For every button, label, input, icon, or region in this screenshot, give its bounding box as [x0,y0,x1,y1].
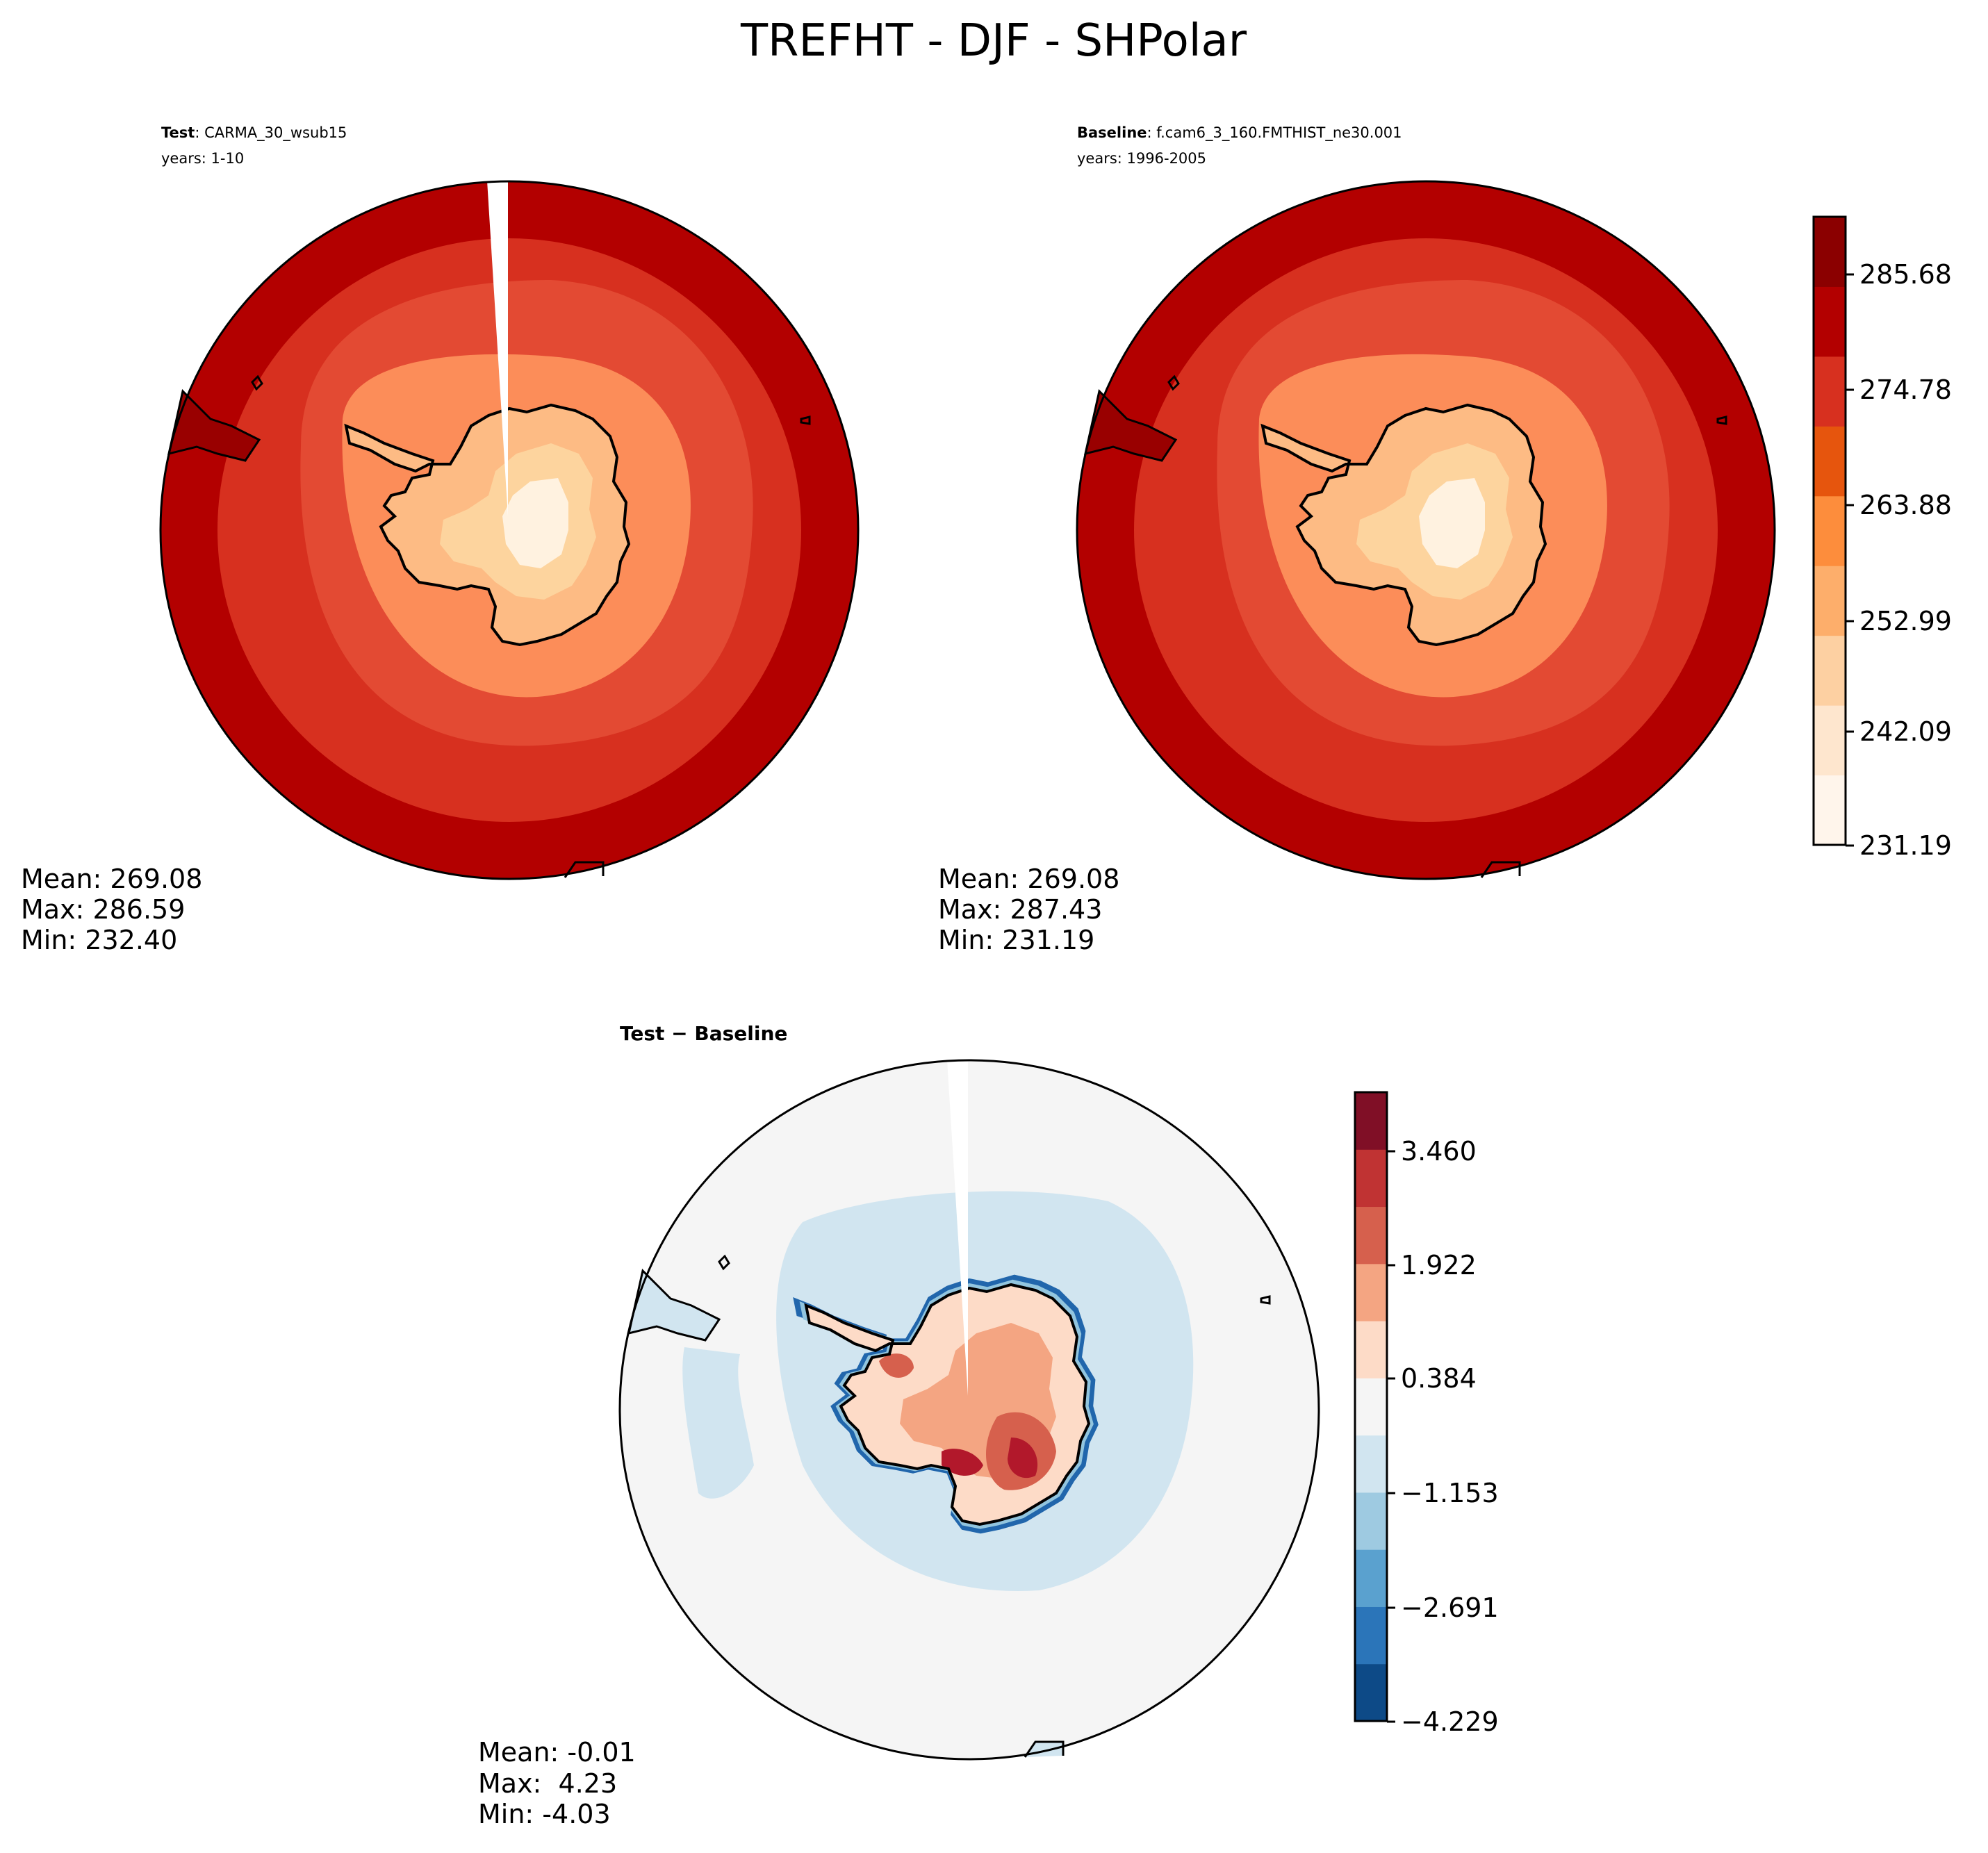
diff-colorbar-segment [1355,1606,1387,1665]
missing-data-wedge [487,181,508,516]
diff-red-patch-west [879,1353,914,1378]
difference-label: Test − Baseline [620,1022,787,1045]
south-america-tip [1084,389,1178,462]
main-colorbar-tick-label: 285.68 [1859,259,1952,290]
diff-mean: Mean: -0.01 [478,1737,636,1768]
diff-colorbar-tick-label: 1.922 [1401,1250,1477,1280]
baseline-min: Min: 231.19 [938,925,1094,955]
diff-blue-patch-west [682,1347,754,1499]
diff-colorbar-segment [1355,1321,1387,1378]
diff-max: Max: 4.23 [478,1768,617,1799]
south-america-tip [627,1269,721,1342]
test-label-rest: : CARMA_30_wsub15 [195,124,347,142]
diff-colorbar: 3.460 1.922 0.384 −1.153 −2.691 −4.229 [1354,1091,1499,1737]
main-colorbar-segment [1814,356,1846,427]
main-colorbar-segment [1814,775,1846,846]
map-boundary [159,180,860,880]
main-colorbar-segment [1814,635,1846,706]
baseline-panel: Baseline: f.cam6_3_160.FMTHIST_ne30.001 … [938,124,1776,955]
main-colorbar-segment [1814,705,1846,776]
map-boundary [1076,180,1776,880]
diff-colorbar-outline [1354,1091,1388,1722]
diff-colorbar-tick-label: −1.153 [1401,1478,1499,1508]
difference-map [618,1059,1320,1761]
south-america-tip [167,389,261,462]
main-colorbar-tick-label: 274.78 [1859,374,1952,405]
diff-colorbar-tick-label: −4.229 [1401,1706,1499,1737]
diff-colorbar-segment [1355,1092,1387,1150]
figure-title: TREFHT - DJF - SHPolar [740,15,1247,67]
test-map [159,180,860,880]
baseline-label-bold: Baseline [1077,124,1147,141]
test-mean: Mean: 269.08 [21,864,202,894]
difference-panel: Test − Baseline Mean: -0.01 Max: 4.23 Mi… [478,1022,1320,1829]
main-colorbar-segment [1814,286,1846,357]
diff-colorbar-segment [1355,1263,1387,1321]
main-colorbar: 285.68 274.78 263.88 252.99 242.09 231.19 [1812,215,1952,861]
diff-colorbar-segment [1355,1492,1387,1550]
baseline-max: Max: 287.43 [938,894,1102,925]
diff-colorbar-tick-label: 0.384 [1401,1363,1477,1394]
main-colorbar-tick-label: 252.99 [1859,606,1952,636]
test-label-bold: Test [161,124,195,141]
diff-colorbar-segment [1355,1378,1387,1436]
test-min: Min: 232.40 [21,925,177,955]
main-colorbar-tick-label: 242.09 [1859,716,1952,747]
diff-colorbar-segment [1355,1549,1387,1607]
diff-min: Min: -4.03 [478,1799,611,1829]
missing-data-wedge [947,1060,968,1396]
diff-colorbar-tick-label: −2.691 [1401,1592,1499,1623]
baseline-map [1076,180,1776,880]
diff-dark-red-patch-south [942,1449,983,1476]
main-colorbar-segment [1814,495,1846,566]
main-colorbar-tick-label: 263.88 [1859,490,1952,520]
main-colorbar-segment [1814,566,1846,636]
baseline-label: Baseline: f.cam6_3_160.FMTHIST_ne30.001 [1077,124,1402,142]
diff-colorbar-segment [1355,1206,1387,1265]
test-max: Max: 286.59 [21,894,185,925]
test-label: Test: CARMA_30_wsub15 [161,124,347,142]
baseline-label-rest: : f.cam6_3_160.FMTHIST_ne30.001 [1147,124,1402,142]
map-boundary [618,1059,1320,1761]
baseline-mean: Mean: 269.08 [938,864,1119,894]
baseline-years: years: 1996-2005 [1077,150,1206,167]
diff-colorbar-segment [1355,1149,1387,1208]
diff-colorbar-tick-label: 3.460 [1401,1136,1477,1167]
main-colorbar-tick-label: 231.19 [1859,830,1952,861]
main-colorbar-segment [1814,426,1846,497]
diff-colorbar-segment [1355,1663,1387,1722]
diff-dark-red-core [1008,1438,1038,1479]
main-colorbar-outline [1812,215,1847,846]
test-years: years: 1-10 [161,150,244,167]
main-colorbar-segment [1814,217,1846,287]
diff-colorbar-segment [1355,1435,1387,1493]
test-panel: Test: CARMA_30_wsub15 years: 1-10 Mean: … [21,124,860,955]
